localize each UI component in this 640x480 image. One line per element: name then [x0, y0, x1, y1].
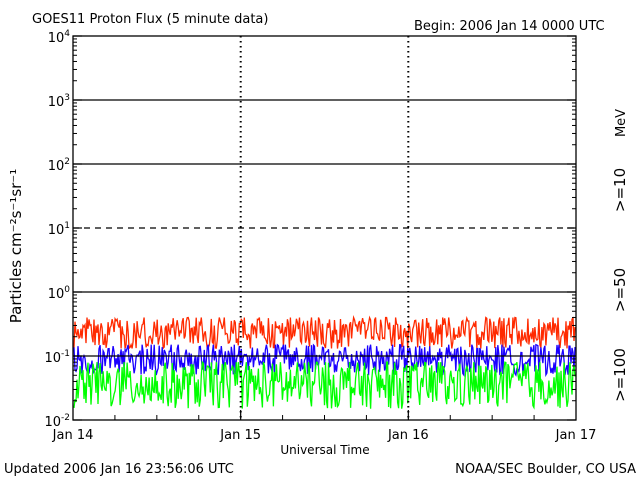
- chart-title: GOES11 Proton Flux (5 minute data): [32, 12, 268, 27]
- x-tick-label: Jan 17: [555, 428, 597, 443]
- grid-lines: [73, 36, 576, 420]
- x-tick-label: Jan 14: [52, 428, 94, 443]
- x-tick-label: Jan 16: [387, 428, 429, 443]
- y-tick-label: 104: [48, 29, 71, 46]
- flux-trace-series-2: [73, 360, 576, 410]
- y-tick-label: 103: [48, 93, 70, 110]
- x-axis-ticks: Jan 14 Jan 15 Jan 16 Jan 17: [52, 410, 597, 443]
- x-tick-label: Jan 15: [219, 428, 261, 443]
- y-axis-label: Particles cm⁻²s⁻¹sr⁻¹: [7, 169, 25, 323]
- x-axis-label: Universal Time: [280, 443, 369, 457]
- y-axis-ticks: 10-2 10-1 100 101 102 103 104: [44, 29, 576, 430]
- flux-trace-series-0: [73, 314, 576, 350]
- flux-traces: [73, 314, 576, 410]
- legend: MeV >=10 >=50 >=100: [611, 109, 629, 402]
- y-tick-label: 102: [48, 157, 70, 174]
- begin-label: Begin: 2006 Jan 14 0000 UTC: [414, 19, 605, 34]
- flux-trace-series-1: [73, 343, 576, 378]
- y-tick-label: 10-2: [44, 413, 70, 430]
- legend-series-ge100: >=100: [611, 348, 629, 402]
- legend-series-ge50: >=50: [611, 268, 629, 312]
- credit-label: NOAA/SEC Boulder, CO USA: [455, 462, 636, 477]
- y-tick-label: 10-1: [44, 349, 70, 366]
- y-tick-label: 100: [48, 285, 71, 302]
- legend-unit-mev: MeV: [614, 109, 629, 137]
- legend-series-ge10: >=10: [611, 168, 629, 212]
- updated-timestamp: Updated 2006 Jan 16 23:56:06 UTC: [4, 462, 234, 477]
- y-tick-label: 101: [48, 221, 70, 238]
